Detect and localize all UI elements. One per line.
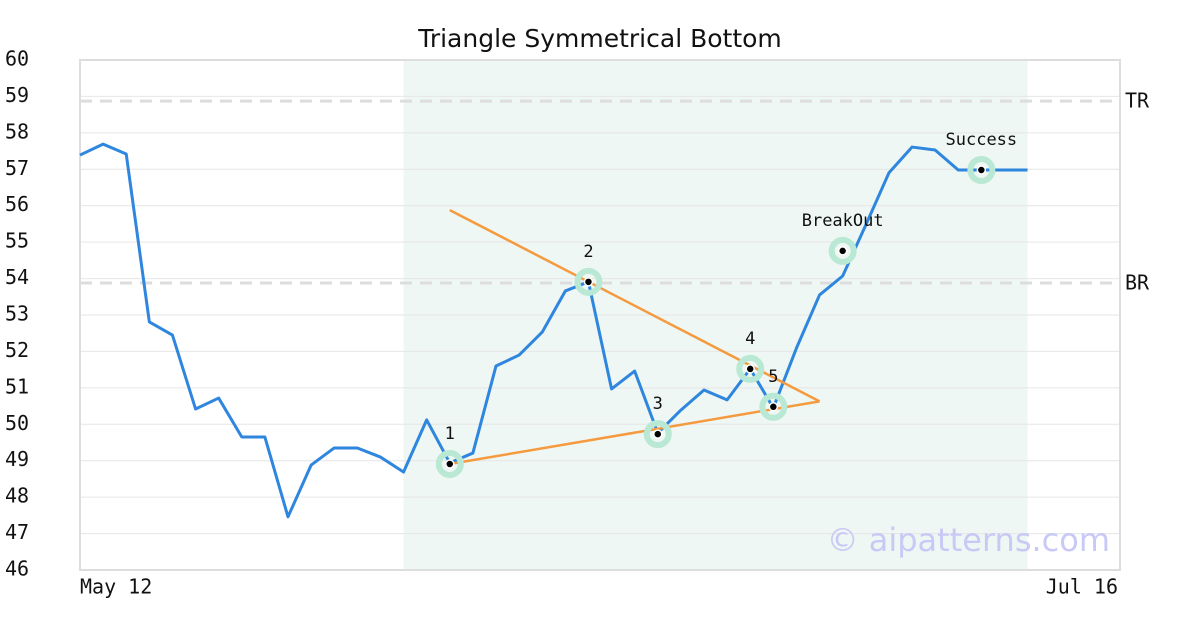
y-tick-label: 46 <box>5 557 29 581</box>
point-dot <box>583 277 594 287</box>
y-tick-label: 48 <box>5 484 29 508</box>
point-label: 3 <box>653 394 663 414</box>
y-tick-label: 53 <box>5 302 29 326</box>
y-tick-label: 55 <box>5 229 29 253</box>
x-tick-label: May 12 <box>80 575 152 599</box>
y-tick-label: 59 <box>5 83 29 107</box>
price-line <box>79 142 1028 519</box>
point-halo <box>643 420 672 449</box>
y-tick-label: 58 <box>5 119 29 143</box>
y-tick-label: 52 <box>5 338 29 362</box>
point-dot <box>837 246 848 256</box>
y-tick-label: 49 <box>5 447 29 471</box>
point-label: 5 <box>768 367 778 387</box>
x-tick-label: Jul 16 <box>1046 575 1118 599</box>
point-halo <box>736 354 765 383</box>
y-tick-label: 47 <box>5 520 29 544</box>
y-tick-label: 54 <box>5 265 29 289</box>
point-halo <box>435 449 464 478</box>
point-label: 4 <box>745 329 755 349</box>
y-tick-label: 50 <box>5 411 29 435</box>
point-halo <box>574 267 603 296</box>
point-dot <box>445 459 455 469</box>
point-label: Success <box>946 130 1018 150</box>
point-dot <box>976 165 987 175</box>
point-halo <box>967 156 996 185</box>
y-tick-label: 57 <box>5 156 29 180</box>
level-label: TR <box>1125 89 1150 113</box>
chart-title: Triangle Symmetrical Bottom <box>417 24 782 53</box>
y-tick-label: 56 <box>5 192 29 216</box>
trendline <box>449 208 821 403</box>
y-tick-label: 51 <box>5 374 29 398</box>
trendline <box>449 400 820 466</box>
point-dot <box>745 364 755 374</box>
y-tick-label: 60 <box>5 47 29 71</box>
point-halo <box>759 392 788 421</box>
plot-frame <box>79 59 1121 571</box>
point-dot <box>653 429 663 439</box>
point-halo <box>828 236 857 265</box>
point-label: 2 <box>583 242 593 262</box>
point-label: 1 <box>445 424 455 444</box>
level-label: BR <box>1125 270 1150 294</box>
point-dot <box>768 402 779 412</box>
watermark: © aipatterns.com <box>827 521 1110 559</box>
point-label: BreakOut <box>802 211 884 231</box>
